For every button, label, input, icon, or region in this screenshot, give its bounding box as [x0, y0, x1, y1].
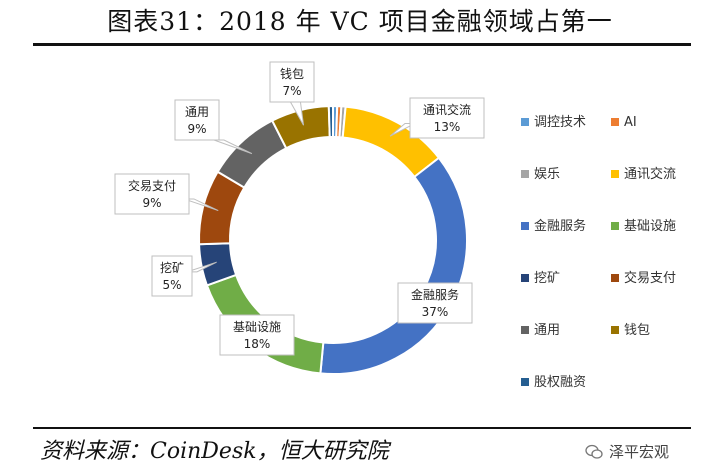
slice-5-callout-value: 18% — [244, 337, 271, 351]
legend-label-3: 通讯交流 — [624, 166, 676, 182]
slice-10-arc — [327, 104, 334, 139]
slice-4-callout-value: 37% — [422, 305, 449, 319]
watermark: 泽平宏观 — [585, 441, 669, 462]
legend-label-10: 股权融资 — [534, 374, 586, 390]
legend-swatch-8 — [521, 326, 529, 334]
slice-3-callout: 通讯交流 13% — [389, 97, 485, 139]
legend-item-5: 基础设施 — [611, 219, 676, 234]
slice-8-callout: 通用 9% — [174, 99, 253, 155]
legend-label-9: 钱包 — [624, 323, 650, 338]
slice-6-callout: 挖矿 5% — [151, 255, 217, 297]
legend-swatch-5 — [611, 222, 619, 230]
legend-item-8: 通用 — [521, 323, 560, 338]
slice-8-arc — [216, 119, 288, 189]
legend-swatch-2 — [521, 170, 529, 178]
legend-item-2: 娱乐 — [521, 167, 560, 182]
legend-item-3: 通讯交流 — [611, 166, 676, 182]
slice-7-callout-name: 交易支付 — [128, 178, 176, 193]
legend-swatch-4 — [521, 222, 529, 230]
footer-rule — [33, 427, 691, 429]
slice-8-callout-name: 通用 — [185, 105, 209, 119]
legend-label-7: 交易支付 — [624, 270, 676, 286]
legend-item-7: 交易支付 — [611, 270, 676, 286]
slice-8-callout-value: 9% — [187, 122, 206, 136]
source-note: 资料来源：CoinDesk，恒大研究院 — [40, 439, 389, 464]
slice-7-callout-value: 9% — [142, 196, 161, 210]
slice-6-callout-value: 5% — [162, 278, 181, 292]
legend-label-2: 娱乐 — [534, 167, 560, 182]
slice-7-callout: 交易支付 9% — [114, 173, 219, 215]
slice-3-callout-name: 通讯交流 — [423, 102, 471, 117]
slice-4-callout-name: 金融服务 — [411, 287, 459, 302]
page-title: 图表31：2018 年 VC 项目金融领域占第一 — [107, 7, 613, 36]
legend-label-1: AI — [624, 115, 637, 130]
legend-swatch-3 — [611, 170, 619, 178]
legend-item-9: 钱包 — [611, 323, 650, 338]
legend-item-10: 股权融资 — [521, 374, 586, 390]
watermark-text: 泽平宏观 — [609, 443, 670, 461]
slice-5-callout: 基础设施 18% — [219, 314, 295, 356]
slice-4-callout: 金融服务 37% — [397, 282, 473, 324]
slice-5-callout-name: 基础设施 — [233, 320, 281, 334]
legend-swatch-0 — [521, 118, 529, 126]
legend-label-5: 基础设施 — [624, 219, 676, 234]
legend-label-4: 金融服务 — [534, 218, 586, 234]
title-rule — [33, 43, 691, 46]
legend-label-0: 调控技术 — [534, 115, 586, 130]
legend-swatch-9 — [611, 326, 619, 334]
slice-3-callout-value: 13% — [434, 120, 461, 134]
chat-bubble-icon — [585, 444, 603, 459]
slice-9-callout: 钱包 7% — [269, 61, 315, 126]
slice-4-arc — [319, 156, 468, 375]
legend-item-6: 挖矿 — [521, 271, 560, 286]
legend-label-6: 挖矿 — [534, 271, 560, 286]
legend-swatch-7 — [611, 274, 619, 282]
legend-item-1: AI — [611, 115, 637, 130]
slice-6-callout-name: 挖矿 — [160, 260, 184, 275]
legend-swatch-1 — [611, 118, 619, 126]
legend-swatch-10 — [521, 378, 529, 386]
legend-swatch-6 — [521, 274, 529, 282]
slice-9-callout-name: 钱包 — [280, 66, 304, 81]
legend-item-0: 调控技术 — [521, 115, 586, 130]
callouts: 通讯交流 13% 金融服务 37% 基础设施 18% 挖矿 5% 交易支付 9% 通用 9% 钱包 7% — [114, 61, 485, 356]
legend-label-8: 通用 — [534, 323, 560, 338]
legend-item-4: 金融服务 — [521, 218, 586, 234]
slice-9-callout-value: 7% — [282, 84, 301, 98]
